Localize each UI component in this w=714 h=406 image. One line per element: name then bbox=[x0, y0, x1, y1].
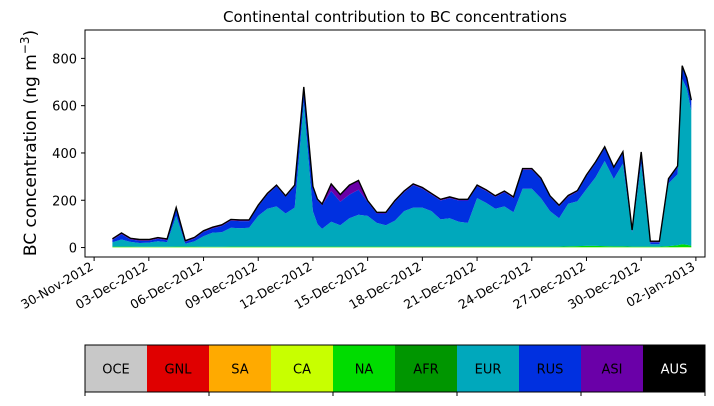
color-legend: OCE GNL SA CA NA AFR EUR RUS ASI AUS bbox=[85, 345, 706, 396]
legend-label-na: NA bbox=[355, 363, 374, 378]
y-axis-label-superscript: −3 bbox=[18, 36, 32, 54]
legend-label-aus: AUS bbox=[661, 363, 688, 378]
y-tick-label: 600 bbox=[52, 100, 77, 115]
legend-label-rus: RUS bbox=[537, 363, 564, 378]
y-tick-label: 0 bbox=[69, 242, 77, 257]
y-tick-label: 400 bbox=[52, 147, 77, 162]
y-axis-label: BC concentration (ng m−3) bbox=[18, 30, 41, 256]
legend-label-oce: OCE bbox=[102, 363, 130, 378]
y-tick-label: 200 bbox=[52, 194, 77, 209]
legend-label-afr: AFR bbox=[413, 363, 438, 378]
legend-label-sa: SA bbox=[231, 363, 248, 378]
y-axis-label-main: BC concentration (ng m bbox=[21, 54, 41, 256]
y-axis-label-close: ) bbox=[21, 30, 41, 37]
x-axis: 30-Nov-201203-Dec-201206-Dec-201209-Dec-… bbox=[18, 257, 697, 312]
legend-label-ca: CA bbox=[293, 363, 311, 378]
legend-label-gnl: GNL bbox=[164, 363, 192, 378]
y-tick-label: 800 bbox=[52, 52, 77, 67]
y-axis: 0 200 400 600 800 bbox=[52, 52, 85, 256]
stacked-areas bbox=[112, 66, 691, 248]
area-eur bbox=[112, 79, 691, 247]
legend-label-asi: ASI bbox=[602, 363, 623, 378]
chart-title: Continental contribution to BC concentra… bbox=[223, 8, 567, 26]
legend-label-eur: EUR bbox=[475, 363, 502, 378]
